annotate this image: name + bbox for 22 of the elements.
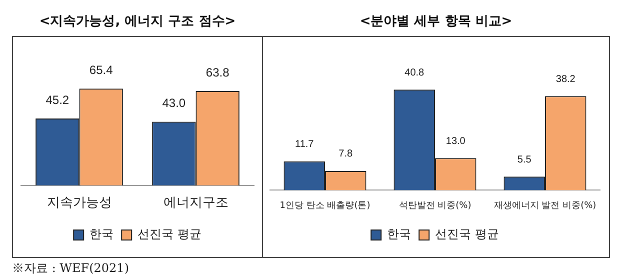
data-label: 43.0: [162, 96, 186, 110]
x-tick-label: 에너지구조: [163, 196, 228, 211]
x-tick-label: 재생에너지 발전 비중(%): [494, 200, 596, 211]
data-label: 5.5: [517, 154, 532, 166]
data-label: 40.8: [404, 67, 425, 78]
legend-label: 한국: [387, 227, 412, 242]
data-label: 45.2: [46, 92, 70, 107]
legend-label: 선진국 평균: [435, 227, 499, 242]
x-tick-label: 석탄발전 비중(%): [398, 200, 472, 211]
data-label: 63.8: [206, 65, 230, 80]
data-label: 38.2: [556, 74, 576, 85]
data-label: 65.4: [89, 62, 114, 77]
legend-label: 한국: [90, 227, 114, 242]
legend-label: 선진국 평균: [138, 227, 202, 242]
data-label: 7.8: [338, 148, 354, 160]
chart-title: <지속가능성, 에너지 구조 점수>: [38, 13, 237, 31]
chart-title: <분야별 세부 항목 비교>: [358, 13, 514, 31]
text: ※자료 : WEF(2021): [12, 260, 129, 277]
x-tick-label: 지속가능성: [46, 196, 112, 211]
data-label: 11.7: [295, 139, 314, 150]
x-tick-label: 1인당 탄소 배출량(톤): [280, 200, 370, 211]
data-label: 13.0: [446, 136, 466, 147]
